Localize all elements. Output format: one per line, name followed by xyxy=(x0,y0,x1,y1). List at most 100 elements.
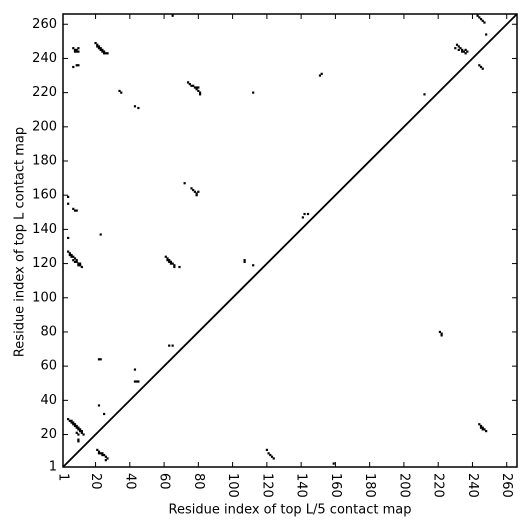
contact-point xyxy=(67,236,70,240)
contact-point xyxy=(75,64,78,67)
contact-point xyxy=(97,450,101,453)
y-tick-label: 100 xyxy=(32,290,57,305)
contact-point xyxy=(68,253,71,257)
contact-point xyxy=(68,419,71,422)
contact-point xyxy=(73,209,77,212)
x-tick-label: 240 xyxy=(465,473,480,498)
contact-point xyxy=(481,19,484,22)
y-tick-label: 40 xyxy=(40,393,57,408)
contact-point xyxy=(440,334,443,337)
contact-point xyxy=(243,260,246,263)
contact-point xyxy=(99,233,102,236)
contact-point xyxy=(135,380,138,383)
contact-point xyxy=(82,433,85,436)
contact-point xyxy=(457,45,460,48)
contact-point xyxy=(173,264,176,267)
contact-point xyxy=(75,50,78,53)
contact-point xyxy=(75,424,78,428)
contact-point xyxy=(120,91,123,94)
contact-point xyxy=(101,452,104,455)
contact-point xyxy=(99,47,102,50)
contact-point xyxy=(73,50,77,53)
contact-point xyxy=(195,192,198,195)
contact-point xyxy=(103,412,106,416)
contact-point xyxy=(80,431,83,434)
contact-point xyxy=(169,262,173,265)
x-tick-label: 220 xyxy=(431,473,446,498)
contact-point xyxy=(270,455,274,458)
contact-point xyxy=(67,250,70,253)
contact-point xyxy=(318,74,322,77)
contact-point xyxy=(75,426,78,429)
contact-point xyxy=(478,16,481,19)
contact-point xyxy=(183,182,186,185)
contact-point xyxy=(73,260,77,263)
contact-point xyxy=(454,47,457,50)
contact-point xyxy=(79,262,82,265)
plot-frame xyxy=(62,13,518,468)
contact-point xyxy=(173,265,176,269)
contact-point xyxy=(104,52,107,55)
contact-point xyxy=(77,440,80,443)
y-tick-label: 180 xyxy=(32,154,57,169)
contact-point xyxy=(137,380,140,383)
x-tick-label: 80 xyxy=(191,473,206,490)
contact-point xyxy=(464,52,467,55)
contact-point xyxy=(70,421,73,424)
contact-point xyxy=(198,91,202,94)
contact-point xyxy=(192,84,195,87)
contact-point xyxy=(476,14,479,17)
contact-point xyxy=(481,67,484,70)
x-tick-label: 40 xyxy=(122,473,137,490)
contact-point xyxy=(73,424,77,428)
x-tick-label: 1 xyxy=(56,473,71,481)
contact-point xyxy=(192,188,195,192)
contact-point xyxy=(75,48,78,51)
contact-point xyxy=(97,404,101,407)
contact-point xyxy=(79,430,82,433)
contact-point xyxy=(479,18,483,21)
y-tick-label: 260 xyxy=(32,17,57,32)
contact-point xyxy=(77,438,80,441)
contact-point xyxy=(193,190,197,193)
contact-point xyxy=(457,48,460,51)
contact-point xyxy=(168,260,171,263)
contact-point xyxy=(320,72,323,75)
contact-point xyxy=(77,428,80,431)
y-tick-label: 240 xyxy=(32,51,57,66)
contact-point xyxy=(97,45,101,48)
contact-point xyxy=(252,264,255,267)
contact-point xyxy=(133,105,137,108)
contact-point xyxy=(178,265,181,269)
contact-point xyxy=(440,332,443,335)
contact-point xyxy=(77,47,80,50)
contact-point xyxy=(99,48,102,51)
contact-point xyxy=(197,86,200,89)
contact-point xyxy=(481,426,484,429)
contact-point xyxy=(77,426,80,429)
contact-point xyxy=(68,252,71,255)
contact-point xyxy=(118,89,121,93)
contact-point xyxy=(195,88,198,91)
contact-point xyxy=(70,419,73,422)
contact-point xyxy=(79,264,82,267)
contact-point xyxy=(97,452,101,455)
contact-point xyxy=(96,43,99,46)
contact-point xyxy=(485,430,488,433)
y-tick-label: 1 xyxy=(49,460,57,475)
contact-point xyxy=(96,448,99,452)
contact-point xyxy=(252,91,255,94)
x-tick-label: 160 xyxy=(328,473,343,498)
contact-point xyxy=(166,259,169,262)
x-tick-label: 60 xyxy=(157,473,172,490)
contact-point xyxy=(168,344,171,347)
x-axis-label: Residue index of top L/5 contact map xyxy=(169,503,412,518)
contact-point xyxy=(195,86,198,89)
contact-point xyxy=(77,64,80,67)
contact-point xyxy=(104,459,107,462)
contact-point xyxy=(72,421,75,424)
contact-point xyxy=(186,81,190,84)
contact-point xyxy=(197,89,200,93)
y-tick-label: 220 xyxy=(32,85,57,100)
contact-point xyxy=(75,209,78,212)
